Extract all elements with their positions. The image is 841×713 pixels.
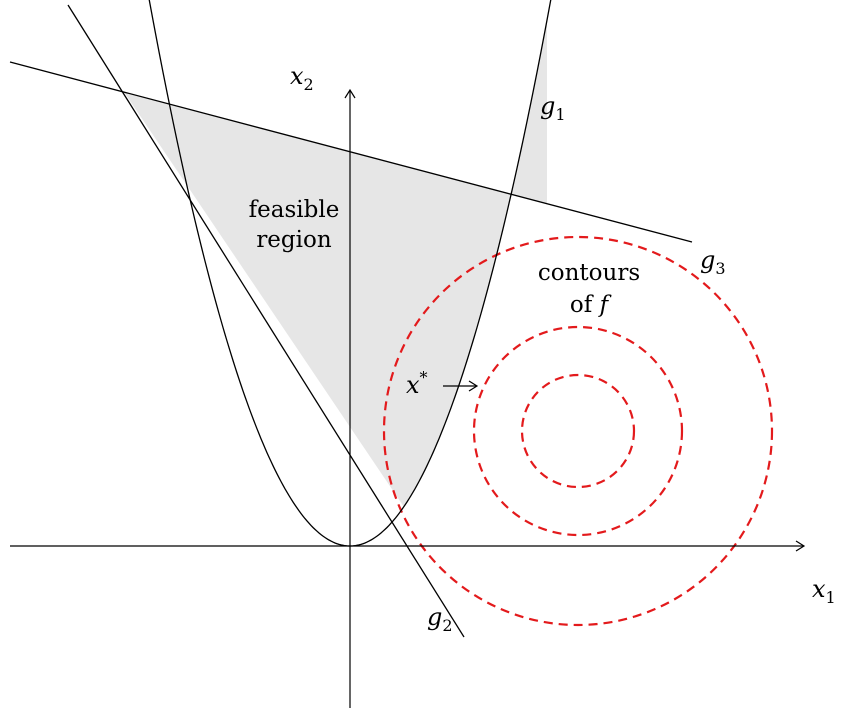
constraint-curve-g1 bbox=[148, 0, 552, 547]
label-g1: g1 bbox=[540, 92, 566, 124]
feasible-region-label-line1: feasible bbox=[249, 197, 340, 223]
optimum-arrow bbox=[443, 380, 479, 392]
y-axis-arrowhead bbox=[344, 88, 356, 99]
constraint-line-g3 bbox=[9, 61, 693, 243]
x-axis-arrowhead bbox=[795, 540, 806, 552]
contours-label-line2: of f bbox=[570, 292, 612, 318]
optimum-label: x* bbox=[406, 368, 428, 399]
x-axis-label: x1 bbox=[812, 575, 836, 607]
y-axis-label: x2 bbox=[290, 62, 314, 94]
label-g2: g2 bbox=[427, 603, 453, 635]
contours-label-line1: contours bbox=[538, 260, 640, 286]
constraint-line-g2 bbox=[67, 4, 465, 638]
feasible-region-label-line2: region bbox=[256, 227, 332, 253]
contour-middle bbox=[472, 325, 684, 537]
label-g3: g3 bbox=[700, 246, 726, 278]
contour-inner bbox=[520, 373, 636, 489]
contour-outer bbox=[382, 235, 774, 627]
contours bbox=[382, 235, 774, 627]
feasible-region bbox=[124, 20, 547, 507]
